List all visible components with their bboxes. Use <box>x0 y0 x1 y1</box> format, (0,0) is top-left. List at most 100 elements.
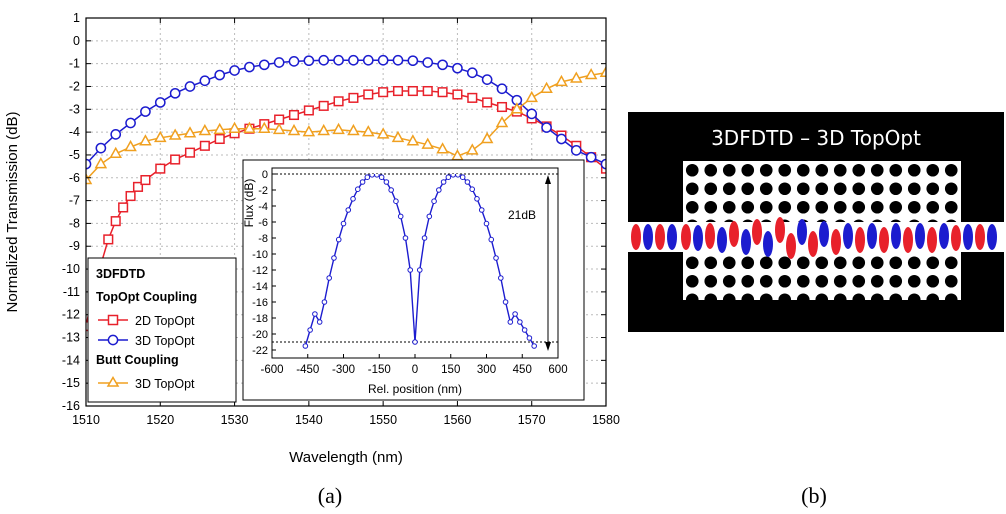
series-2-point <box>228 121 241 133</box>
series-1-point <box>214 69 226 81</box>
field-image-title: 3DFDTD – 3D TopOpt <box>711 126 921 150</box>
series-2-point <box>154 130 167 143</box>
series-1-point <box>169 87 181 99</box>
inset-series-point <box>340 220 347 227</box>
legend-label-3d-topopt-triangle: 3D TopOpt <box>135 377 195 391</box>
inset-series-point <box>407 267 414 273</box>
inset-y-tick-label: -22 <box>252 345 268 357</box>
inset-series-point <box>312 311 318 317</box>
field-lobe <box>729 221 739 247</box>
inset-y-tick-label: -20 <box>252 329 268 341</box>
series-1-point <box>273 57 285 68</box>
series-2-point <box>168 128 182 140</box>
series-1-point <box>541 122 552 133</box>
legend-group-title-topopt-coupling: TopOpt Coupling <box>96 290 197 304</box>
inset-series-point <box>316 319 323 325</box>
series-2-point <box>243 121 256 133</box>
legend: 3DFDTD TopOpt Coupling 2D TopOpt 3D TopO… <box>87 257 237 403</box>
inset-series-point <box>388 187 394 193</box>
inset-series-point <box>464 179 471 185</box>
inset-x-axis-title: Rel. position (nm) <box>368 382 462 396</box>
inset-series-point <box>517 319 523 325</box>
inset-x-tick-label: -300 <box>332 364 355 376</box>
series-1-point <box>303 55 315 67</box>
inset-series-point <box>335 236 342 243</box>
field-lobe <box>963 224 973 250</box>
legend-marker-2d-topopt <box>98 314 128 326</box>
series-0-point <box>288 109 300 121</box>
main-y-tick-label: -9 <box>69 239 80 253</box>
inset-series-point <box>478 207 485 213</box>
panel-a-caption: (a) <box>318 483 342 508</box>
inset-series-point <box>350 196 356 202</box>
series-0-point <box>378 87 389 98</box>
inset-series-point <box>502 299 509 305</box>
series-2-point <box>213 122 226 135</box>
series-2-point <box>258 121 271 133</box>
main-y-tick-label: -11 <box>63 285 80 299</box>
inset-x-tick-label: 600 <box>548 364 567 376</box>
inset-y-tick-label: -14 <box>252 281 268 293</box>
series-1-point <box>125 117 136 129</box>
inset-series-point <box>521 327 528 333</box>
inset-y-axis-title: Flux (dB) <box>242 179 256 228</box>
inset-background <box>242 159 585 401</box>
field-image-panel: 3DFDTD – 3D TopOpt <box>628 112 1004 332</box>
main-x-tick-label: 1510 <box>72 413 100 427</box>
main-x-tick-label: 1530 <box>221 413 249 427</box>
inset-series-point <box>426 213 433 220</box>
main-x-tick-label: 1580 <box>592 413 620 427</box>
field-lobe <box>681 224 691 250</box>
field-lobe <box>797 219 807 245</box>
main-plot-frame <box>85 17 607 407</box>
series-0-point <box>199 140 210 151</box>
main-y-tick-label: -16 <box>62 399 80 413</box>
inset-chart: -600 -450 -300 -150 0 150 300 450 600 0 -2 -4 -6 -8 -1… <box>242 159 585 401</box>
field-lobe <box>741 229 751 255</box>
legend-label-2d-topopt: 2D TopOpt <box>135 314 195 328</box>
series-1-point <box>526 108 538 120</box>
series-0-point <box>184 147 196 158</box>
inset-arrow <box>545 175 551 351</box>
inset-series-point <box>355 186 361 192</box>
inset-y-tick-label: -8 <box>258 233 268 245</box>
inset-y-tick-label: -18 <box>252 313 268 325</box>
series-0-point <box>318 100 329 111</box>
series-1-point <box>184 81 196 92</box>
inset-x-tick-label: 0 <box>412 364 418 376</box>
series-1-point <box>600 158 606 170</box>
field-pattern <box>631 217 997 259</box>
series-1-point <box>140 106 151 117</box>
legend-group-title-3dfdtd: 3DFDTD <box>96 267 145 281</box>
series-1-point <box>154 97 166 108</box>
series-1-point <box>496 83 508 95</box>
field-lobe <box>915 223 925 249</box>
main-y-tick-label: -13 <box>62 331 80 345</box>
inset-series-point <box>421 235 428 241</box>
series-0-point <box>132 181 144 192</box>
inset-series-point <box>331 255 337 261</box>
main-y-tick-label: -4 <box>69 125 80 139</box>
series-1-point <box>377 54 389 66</box>
series-2-point <box>599 65 606 78</box>
series-1-point <box>110 129 122 140</box>
field-lobe <box>643 224 653 250</box>
inset-y-tick-label: -16 <box>252 297 268 309</box>
inset-series-point <box>307 327 313 333</box>
series-1-point <box>362 54 374 66</box>
inset-series-point <box>321 299 328 305</box>
main-y-tick-label: 1 <box>73 11 80 25</box>
series-2-point <box>287 123 301 136</box>
main-y-tick-label: -2 <box>69 79 80 93</box>
main-y-tick-label: -7 <box>69 194 80 208</box>
field-lobe <box>975 224 985 250</box>
inset-series-point <box>378 174 385 180</box>
series-0-point <box>348 92 359 103</box>
inset-series-point <box>455 174 461 178</box>
inset-series-point <box>488 236 495 243</box>
series-2-point <box>198 123 212 136</box>
field-lobe <box>927 227 937 253</box>
field-lobe <box>831 229 841 255</box>
main-x-tick-label: 1520 <box>146 413 174 427</box>
inset-series-point <box>364 174 371 180</box>
